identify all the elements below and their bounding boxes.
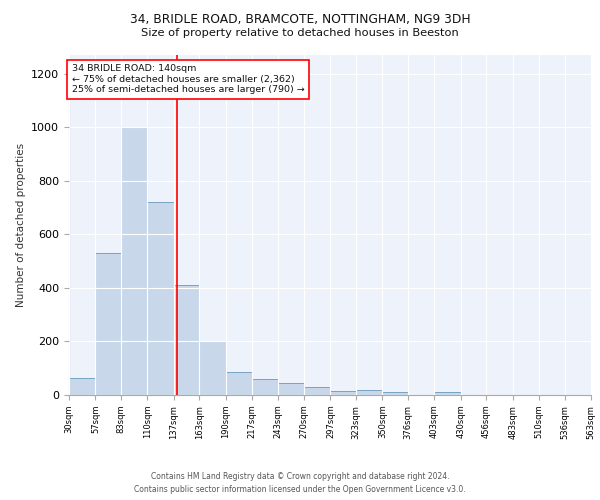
Bar: [278, 383, 304, 395]
Text: 34 BRIDLE ROAD: 140sqm
← 75% of detached houses are smaller (2,362)
25% of semi-: 34 BRIDLE ROAD: 140sqm ← 75% of detached…: [72, 64, 305, 94]
Bar: [252, 379, 278, 395]
Bar: [199, 342, 226, 395]
Text: Contains HM Land Registry data © Crown copyright and database right 2024.
Contai: Contains HM Land Registry data © Crown c…: [134, 472, 466, 494]
Text: 34, BRIDLE ROAD, BRAMCOTE, NOTTINGHAM, NG9 3DH: 34, BRIDLE ROAD, BRAMCOTE, NOTTINGHAM, N…: [130, 12, 470, 26]
Bar: [121, 128, 148, 395]
Bar: [174, 285, 199, 395]
Y-axis label: Number of detached properties: Number of detached properties: [16, 143, 26, 307]
Bar: [434, 392, 461, 395]
Bar: [95, 253, 121, 395]
Bar: [304, 387, 331, 395]
Bar: [382, 392, 408, 395]
Bar: [148, 202, 174, 395]
Text: Size of property relative to detached houses in Beeston: Size of property relative to detached ho…: [141, 28, 459, 38]
Bar: [226, 372, 252, 395]
Bar: [69, 378, 95, 395]
Bar: [331, 391, 356, 395]
Bar: [356, 390, 382, 395]
